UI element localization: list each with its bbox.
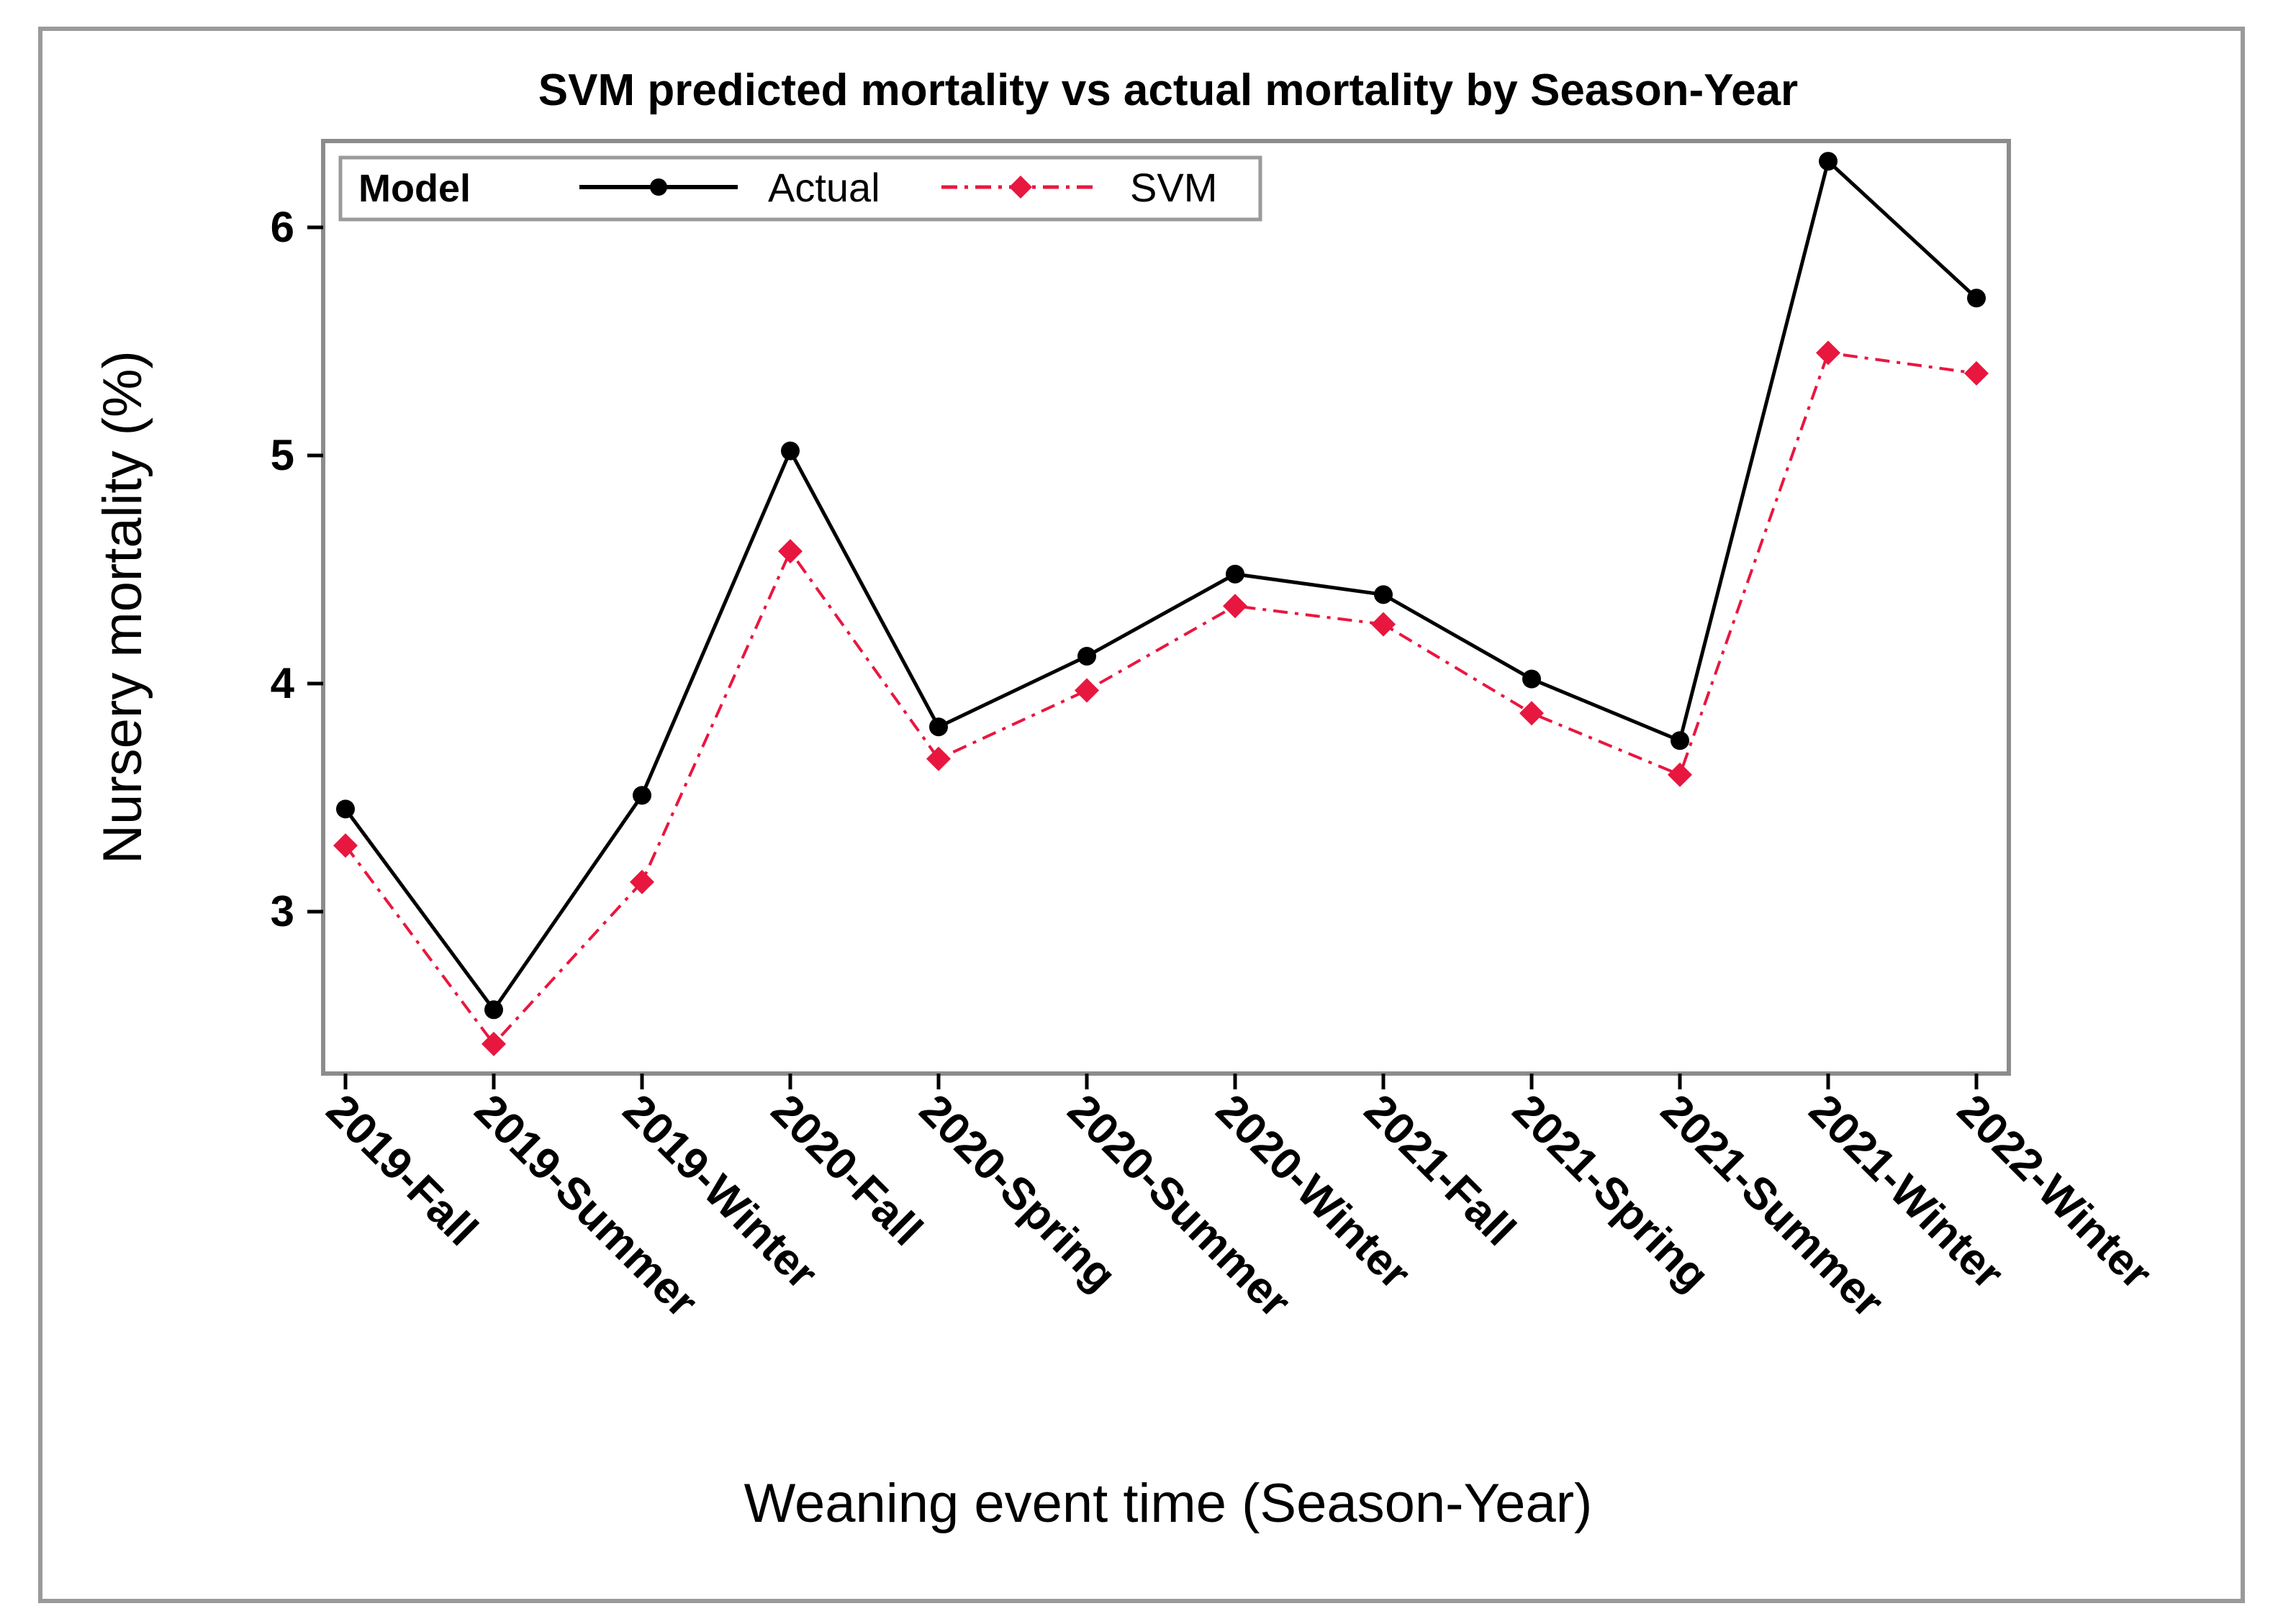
data-point-svm [1371,612,1396,637]
legend-actual-marker [650,178,667,196]
data-point-svm [1816,340,1840,366]
data-point-actual [929,717,948,737]
data-point-actual [1967,289,1986,308]
data-point-svm [926,746,951,771]
y-axis: 3 4 5 6 [271,203,323,935]
legend-svm-label: SVM [1130,165,1217,210]
y-tick-label: 4 [271,659,295,707]
data-point-svm [630,869,654,894]
data-point-actual [336,799,355,819]
data-point-svm [1519,701,1544,726]
data-point-svm [1223,594,1247,619]
figure-frame [38,27,2245,1603]
data-point-actual [1819,152,1838,171]
series-actual [336,152,1986,1020]
data-point-actual [1226,564,1244,584]
chart-title: SVM predicted mortality vs actual mortal… [538,65,1798,115]
data-point-svm [1964,360,1989,386]
plot-area [321,139,2011,1076]
data-point-svm [1668,762,1692,787]
legend-title: Model [358,167,471,210]
data-point-svm [778,539,803,564]
legend-actual-label: Actual [768,165,880,210]
data-point-actual [1077,646,1096,666]
data-point-svm [482,1031,506,1056]
data-point-actual [484,1000,503,1020]
y-tick-label: 5 [271,431,294,479]
data-point-svm [1075,678,1099,703]
series-layer [333,152,1989,1056]
legend: Model Actual SVM [338,155,1262,222]
legend-box [338,155,1262,222]
data-point-svm [333,833,358,858]
legend-svm-marker [1009,176,1032,199]
data-point-actual [633,786,651,805]
series-line-svm [344,351,1977,1045]
data-point-actual [1671,731,1689,750]
y-axis-label: Nursery mortality (%) [92,350,153,864]
data-point-actual [1374,585,1393,604]
y-tick-label: 3 [271,887,294,935]
series-line-actual [343,159,1978,1012]
series-svm [333,340,1989,1056]
data-point-actual [1522,669,1541,689]
x-axis-label: Weaning event time (Season-Year) [744,1473,1593,1534]
y-tick-label: 6 [271,203,294,251]
data-point-actual [781,441,800,461]
